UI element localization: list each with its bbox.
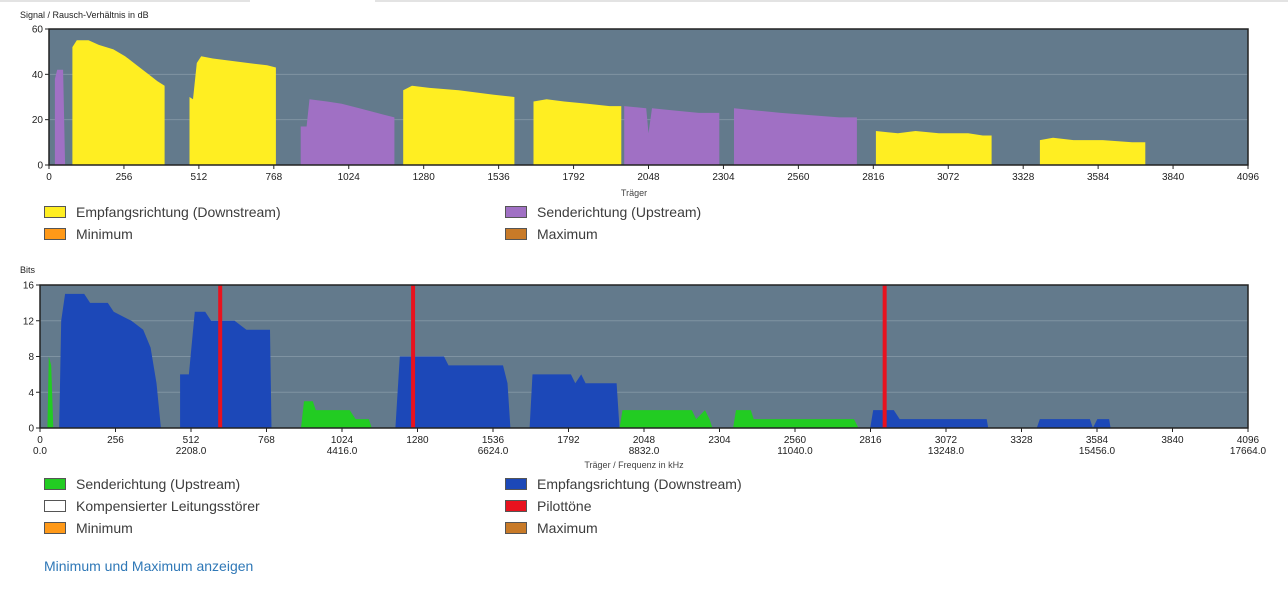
bits-x-tick-label: 2048 (633, 435, 656, 446)
snr-legend-maximum-label: Maximum (537, 226, 598, 242)
bits-x-tick-label: 3584 (1086, 435, 1109, 446)
bits-legend-minimum-swatch (44, 522, 66, 534)
bits-y-tick-label: 8 (28, 352, 34, 363)
bits-x-tick-label: 2560 (784, 435, 807, 446)
snr-x-tick-label: 1024 (338, 172, 361, 183)
snr-legend-minimum[interactable]: Minimum (44, 224, 133, 244)
bits-legend-minimum-label: Minimum (76, 520, 133, 536)
bits-x-tick-label: 1280 (406, 435, 429, 446)
snr-legend-downstream-label: Empfangsrichtung (Downstream) (76, 204, 281, 220)
bits-x-tick-label: 512 (183, 435, 200, 446)
bits-freq-tick-label: 6624.0 (478, 446, 509, 457)
snr-x-tick-label: 1280 (413, 172, 436, 183)
bits-legend-pilot-label: Pilottöne (537, 498, 592, 514)
snr-x-tick-label: 2048 (637, 172, 660, 183)
snr-x-tick-label: 2816 (862, 172, 885, 183)
snr-x-tick-label: 1536 (488, 172, 511, 183)
bits-y-axis-label: Bits (20, 265, 36, 275)
snr-legend-downstream-swatch (44, 206, 66, 218)
bits-legend-pilot[interactable]: Pilottöne (505, 496, 591, 516)
bits-x-tick-label: 1536 (482, 435, 505, 446)
snr-legend-minimum-label: Minimum (76, 226, 133, 242)
bits-legend-maximum-label: Maximum (537, 520, 598, 536)
bits-legend-upstream-label: Senderichtung (Upstream) (76, 476, 241, 492)
snr-series-1-area (54, 69, 857, 165)
snr-x-tick-label: 3584 (1087, 172, 1110, 183)
snr-y-tick-label: 20 (32, 115, 44, 126)
snr-x-tick-label: 768 (265, 172, 282, 183)
bits-x-tick-label: 1024 (331, 435, 354, 446)
bits-x-tick-label: 4096 (1237, 435, 1260, 446)
bits-series-1-area (59, 293, 1111, 428)
bits-legend-upstream[interactable]: Senderichtung (Upstream) (44, 474, 240, 494)
top-divider (0, 0, 1288, 2)
bits-x-tick-label: 768 (258, 435, 275, 446)
snr-x-tick-label: 3072 (937, 172, 960, 183)
bits-legend-maximum[interactable]: Maximum (505, 518, 598, 538)
bits-y-tick-label: 0 (28, 424, 34, 435)
bits-freq-tick-label: 0.0 (33, 446, 47, 457)
snr-series-0-area (72, 40, 1146, 165)
snr-legend-downstream[interactable]: Empfangsrichtung (Downstream) (44, 202, 281, 222)
bits-freq-tick-label: 2208.0 (176, 446, 207, 457)
snr-y-tick-label: 40 (32, 70, 44, 81)
bits-series-0-area (47, 356, 859, 428)
bits-legend-upstream-swatch (44, 478, 66, 490)
snr-x-axis-label: Träger (621, 188, 647, 198)
snr-x-tick-label: 1792 (562, 172, 585, 183)
bits-freq-tick-label: 11040.0 (777, 446, 813, 457)
snr-y-tick-label: 0 (37, 161, 43, 172)
snr-x-tick-label: 512 (191, 172, 208, 183)
bits-legend-downstream-label: Empfangsrichtung (Downstream) (537, 476, 742, 492)
bits-freq-tick-label: 13248.0 (928, 446, 965, 457)
snr-legend-upstream[interactable]: Senderichtung (Upstream) (505, 202, 701, 222)
snr-x-tick-label: 256 (116, 172, 133, 183)
bits-legend-crosstalk-swatch (44, 500, 66, 512)
bits-x-tick-label: 1792 (557, 435, 580, 446)
bits-pilot-tone-0 (218, 285, 223, 428)
snr-legend-upstream-label: Senderichtung (Upstream) (537, 204, 702, 220)
bits-legend-maximum-swatch (505, 522, 527, 534)
bits-y-tick-label: 16 (23, 281, 35, 292)
bits-x-tick-label: 256 (107, 435, 124, 446)
bits-x-tick-label: 2304 (708, 435, 731, 446)
bits-legend-crosstalk[interactable]: Kompensierter Leitungsstörer (44, 496, 260, 516)
bits-pilot-tone-1 (411, 285, 416, 428)
snr-x-tick-label: 3840 (1162, 172, 1185, 183)
bits-y-tick-label: 4 (28, 388, 34, 399)
show-min-max-link[interactable]: Minimum und Maximum anzeigen (44, 558, 254, 574)
bits-legend-crosstalk-label: Kompensierter Leitungsstörer (76, 498, 260, 514)
bits-y-tick-label: 12 (23, 316, 35, 327)
bits-x-tick-label: 2816 (859, 435, 882, 446)
bits-x-tick-label: 0 (37, 435, 43, 446)
snr-x-tick-label: 2560 (787, 172, 810, 183)
snr-x-tick-label: 0 (46, 172, 52, 183)
snr-y-tick-label: 60 (32, 25, 44, 36)
snr-x-tick-label: 4096 (1237, 172, 1260, 183)
snr-x-tick-label: 3328 (1012, 172, 1035, 183)
snr-y-axis-label: Signal / Rausch-Verhältnis in dB (20, 10, 149, 20)
bits-x-axis-label: Träger / Frequenz in kHz (584, 460, 684, 470)
bits-x-tick-label: 3328 (1010, 435, 1033, 446)
snr-x-tick-label: 2304 (712, 172, 735, 183)
snr-legend-minimum-swatch (44, 228, 66, 240)
bits-freq-tick-label: 4416.0 (327, 446, 358, 457)
bits-legend-downstream-swatch (505, 478, 527, 490)
bits-legend-pilot-swatch (505, 500, 527, 512)
bits-legend-downstream[interactable]: Empfangsrichtung (Downstream) (505, 474, 742, 494)
bits-freq-tick-label: 8832.0 (629, 446, 660, 457)
bits-freq-tick-label: 15456.0 (1079, 446, 1116, 457)
snr-legend-maximum[interactable]: Maximum (505, 224, 598, 244)
bits-x-tick-label: 3072 (935, 435, 958, 446)
bits-pilot-tone-2 (882, 285, 887, 428)
snr-legend-upstream-swatch (505, 206, 527, 218)
bits-freq-tick-label: 17664.0 (1230, 446, 1267, 457)
bits-x-tick-label: 3840 (1161, 435, 1184, 446)
snr-legend-maximum-swatch (505, 228, 527, 240)
bits-legend-minimum[interactable]: Minimum (44, 518, 133, 538)
